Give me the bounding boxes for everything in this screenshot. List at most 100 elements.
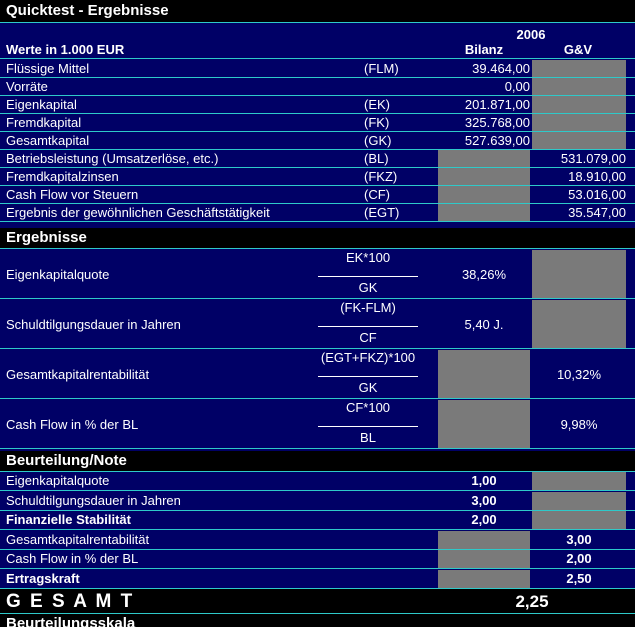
empty-cell xyxy=(438,550,530,568)
row-label: Cash Flow vor Steuern xyxy=(6,187,139,202)
row-label: Gesamtkapital xyxy=(6,133,90,148)
beurteilung-title: Beurteilung/Note xyxy=(6,452,127,469)
bilanz-value: 39.464,00 xyxy=(472,61,530,76)
row-label: Vorräte xyxy=(6,79,48,94)
divider xyxy=(0,95,635,96)
bilanz-value: 201.871,00 xyxy=(464,97,530,112)
footer-header: Beurteilungsskala xyxy=(0,614,635,627)
divider xyxy=(0,490,635,491)
divider xyxy=(0,203,635,204)
grade-label: Finanzielle Stabilität xyxy=(6,512,131,527)
empty-cell xyxy=(438,186,530,203)
divider xyxy=(0,348,635,349)
row-abbreviation: (BL) xyxy=(364,151,389,166)
divider xyxy=(0,510,635,511)
grade-label: Ertragskraft xyxy=(6,571,80,586)
result-label: Cash Flow in % der BL xyxy=(6,417,139,432)
row-label: Flüssige Mittel xyxy=(6,61,90,76)
bilanz-result: 5,40 J. xyxy=(464,317,504,332)
row-label: Betriebsleistung (Umsatzerlöse, etc.) xyxy=(6,151,219,166)
divider xyxy=(0,131,635,132)
divider xyxy=(0,77,635,78)
empty-cell xyxy=(532,472,626,490)
divider xyxy=(0,167,635,168)
beurteilung-header: Beurteilung/Note xyxy=(0,451,635,471)
title-bar: Quicktest - Ergebnisse xyxy=(0,0,635,22)
divider xyxy=(0,248,635,249)
empty-cell xyxy=(532,78,626,95)
empty-cell xyxy=(532,132,626,149)
divider xyxy=(0,398,635,399)
formula-numerator: (FK-FLM) xyxy=(340,300,396,315)
row-abbreviation: (FK) xyxy=(364,115,390,130)
empty-cell xyxy=(532,60,626,77)
empty-cell xyxy=(438,350,530,398)
empty-cell xyxy=(438,150,530,167)
guv-value: 531.079,00 xyxy=(560,151,626,166)
guv-value: 53.016,00 xyxy=(568,187,626,202)
row-label: Ergebnis der gewöhnlichen Geschäftstätig… xyxy=(6,205,270,220)
empty-cell xyxy=(532,511,626,529)
page-title: Quicktest - Ergebnisse xyxy=(6,2,169,19)
column-header-bilanz: Bilanz xyxy=(464,42,504,57)
empty-cell xyxy=(532,96,626,113)
gesamt-label: G E S A M T xyxy=(6,591,135,612)
divider xyxy=(0,529,635,530)
bilanz-grade: 1,00 xyxy=(471,473,497,488)
divider xyxy=(0,549,635,550)
bilanz-value: 527.639,00 xyxy=(464,133,530,148)
gesamt-value: 2,25 xyxy=(515,592,549,611)
formula-denominator: CF xyxy=(359,330,377,345)
guv-grade: 3,00 xyxy=(566,532,592,547)
row-label: Eigenkapital xyxy=(6,97,77,112)
grade-label: Eigenkapitalquote xyxy=(6,473,110,488)
guv-value: 35.547,00 xyxy=(568,205,626,220)
row-label: Fremdkapitalzinsen xyxy=(6,169,119,184)
result-label: Schuldtilgungsdauer in Jahren xyxy=(6,317,181,332)
result-label: Gesamtkapitalrentabilität xyxy=(6,367,150,382)
formula-denominator: GK xyxy=(358,380,378,395)
empty-cell xyxy=(438,168,530,185)
footer-title: Beurteilungsskala xyxy=(6,615,136,627)
ergebnisse-title: Ergebnisse xyxy=(6,229,87,246)
divider xyxy=(0,22,635,23)
empty-cell xyxy=(532,114,626,131)
units-label: Werte in 1.000 EUR xyxy=(6,42,125,57)
formula-denominator: BL xyxy=(360,430,376,445)
empty-cell xyxy=(532,300,626,348)
fraction-line xyxy=(318,326,418,327)
bilanz-value: 325.768,00 xyxy=(464,115,530,130)
guv-grade: 2,50 xyxy=(566,571,592,586)
bilanz-grade: 2,00 xyxy=(471,512,497,527)
guv-grade: 2,00 xyxy=(566,551,592,566)
formula-denominator: GK xyxy=(358,280,378,295)
divider xyxy=(0,113,635,114)
row-abbreviation: (EK) xyxy=(364,97,390,112)
empty-cell xyxy=(438,570,530,588)
divider xyxy=(0,448,635,449)
empty-cell xyxy=(532,492,626,510)
formula-numerator: EK*100 xyxy=(345,250,391,265)
empty-cell xyxy=(438,531,530,549)
empty-cell xyxy=(532,250,626,298)
divider xyxy=(0,298,635,299)
divider xyxy=(0,568,635,569)
row-abbreviation: (GK) xyxy=(364,133,392,148)
divider xyxy=(0,471,635,472)
guv-result: 9,98% xyxy=(560,417,598,432)
divider xyxy=(0,221,635,222)
bilanz-grade: 3,00 xyxy=(471,493,497,508)
result-label: Eigenkapitalquote xyxy=(6,267,110,282)
fraction-line xyxy=(318,276,418,277)
column-header-guv: G&V xyxy=(563,42,593,57)
guv-value: 18.910,00 xyxy=(568,169,626,184)
year-label: 2006 xyxy=(516,27,546,42)
fraction-line xyxy=(318,376,418,377)
gesamt-row: G E S A M T 2,25 xyxy=(0,589,635,613)
ergebnisse-header: Ergebnisse xyxy=(0,228,635,248)
bilanz-result: 38,26% xyxy=(461,267,507,282)
bilanz-value: 0,00 xyxy=(504,79,530,94)
row-abbreviation: (FLM) xyxy=(364,61,399,76)
grade-label: Schuldtilgungsdauer in Jahren xyxy=(6,493,181,508)
